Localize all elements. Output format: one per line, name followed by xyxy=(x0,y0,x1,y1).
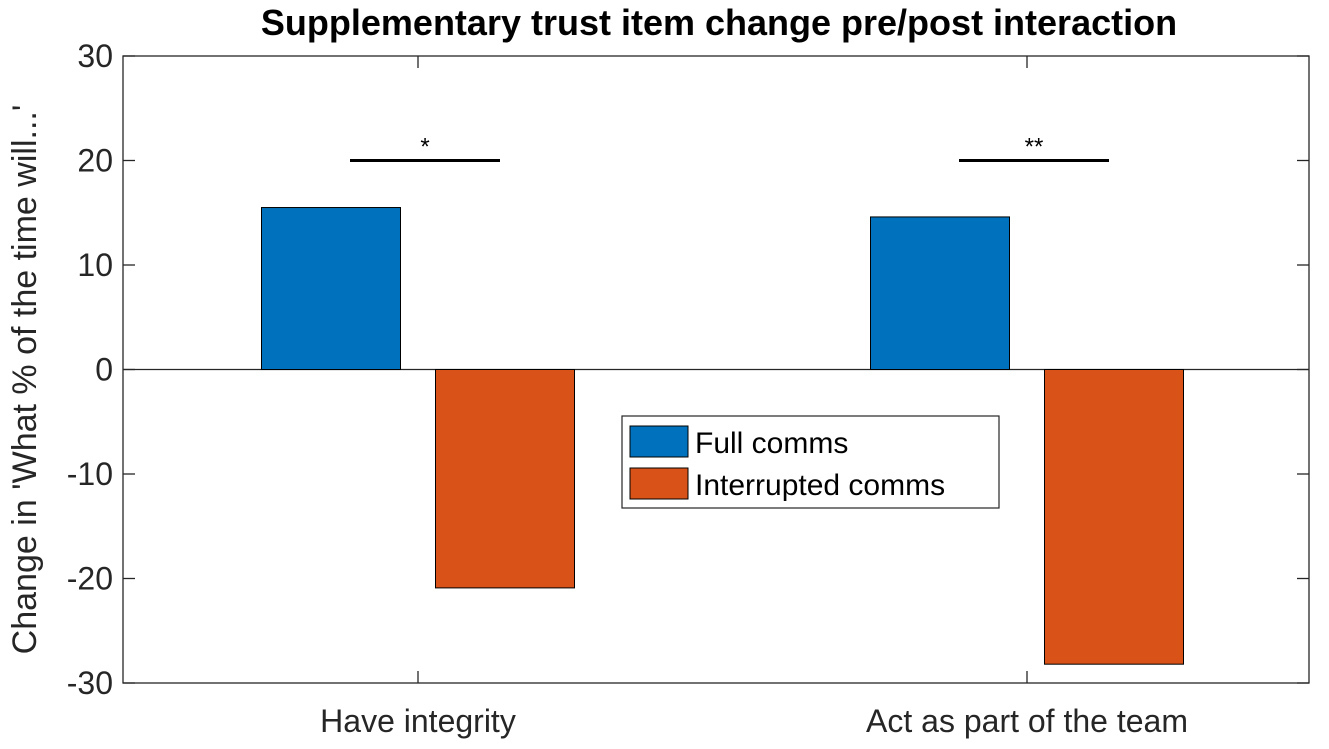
y-tick-label: -30 xyxy=(67,665,113,701)
y-axis-label: Change in 'What % of the time will...' xyxy=(6,105,44,655)
significance-label: * xyxy=(420,134,429,161)
x-tick-label: Act as part of the team xyxy=(866,703,1188,739)
legend-item-label: Interrupted comms xyxy=(695,469,945,502)
x-tick-label: Have integrity xyxy=(320,703,516,739)
y-tick-label: 10 xyxy=(77,247,113,283)
legend-swatch xyxy=(629,425,689,458)
bar xyxy=(261,207,401,370)
y-tick-label: 20 xyxy=(77,143,113,179)
legend: Full comms Interrupted comms xyxy=(621,415,1000,509)
bar xyxy=(435,369,575,589)
significance-label: ** xyxy=(1025,134,1044,161)
y-tick-label: -10 xyxy=(67,456,113,492)
chart-title: Supplementary trust item change pre/post… xyxy=(261,2,1177,43)
legend-swatch xyxy=(629,467,689,500)
bar xyxy=(1044,369,1184,665)
bar xyxy=(870,216,1010,370)
y-tick-label: 0 xyxy=(95,352,113,388)
legend-item-label: Full comms xyxy=(695,427,848,460)
plot-area: -30 -20 -10 0 10 20 30 Have integrity Act as par… xyxy=(67,38,1310,739)
y-tick-label: 30 xyxy=(77,38,113,74)
y-tick-label: -20 xyxy=(67,561,113,597)
